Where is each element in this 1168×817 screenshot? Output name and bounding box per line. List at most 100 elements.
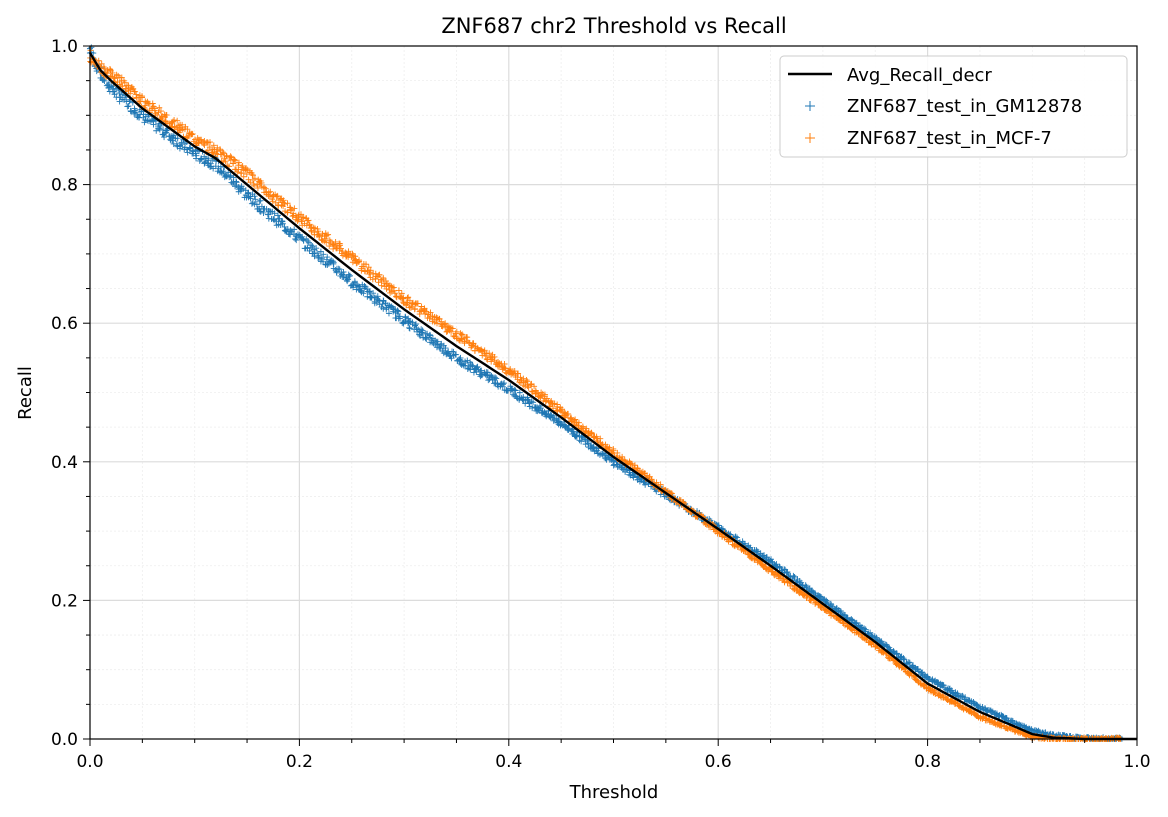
axis-ticks [83, 45, 1138, 746]
data-point [610, 462, 617, 469]
data-point [747, 544, 754, 551]
data-point [157, 108, 164, 115]
data-point [466, 365, 473, 372]
data-point [314, 250, 321, 257]
data-point [100, 76, 107, 83]
data-point [271, 210, 278, 217]
data-point [257, 208, 264, 215]
legend-swatch-mcf7 [805, 133, 815, 143]
data-point [252, 196, 259, 203]
data-point [944, 695, 951, 702]
data-point [419, 329, 426, 336]
data-point [361, 283, 368, 290]
data-point [411, 305, 418, 312]
data-point [244, 166, 251, 173]
data-point [243, 171, 250, 178]
data-point [436, 344, 443, 351]
data-point [183, 146, 190, 153]
data-point [325, 231, 332, 238]
data-point [209, 149, 216, 156]
data-point [424, 330, 431, 337]
data-point [784, 568, 791, 575]
data-point [235, 184, 242, 191]
data-point [329, 258, 336, 265]
data-point [541, 391, 548, 398]
data-point [332, 238, 339, 245]
data-point [985, 716, 992, 723]
data-point [133, 91, 140, 98]
data-point [280, 197, 287, 204]
data-point [823, 597, 830, 604]
data-point [345, 248, 352, 255]
data-point [979, 713, 986, 720]
data-point [352, 256, 359, 263]
data-point [438, 318, 445, 325]
data-point [161, 130, 168, 137]
data-point [222, 158, 229, 165]
data-point [848, 616, 855, 623]
x-tick-label: 0.8 [914, 752, 941, 772]
data-point [474, 363, 481, 370]
data-point [367, 288, 374, 295]
data-point [344, 276, 351, 283]
data-point [767, 556, 774, 563]
legend: Avg_Recall_decr ZNF687_test_in_GM12878 Z… [779, 55, 1128, 158]
data-point [174, 135, 181, 142]
data-point [233, 178, 240, 185]
y-tick-label: 1.0 [51, 37, 78, 57]
data-point [453, 351, 460, 358]
x-tick-label: 0.2 [286, 752, 313, 772]
data-point [511, 368, 518, 375]
data-point [379, 301, 386, 308]
data-point [356, 257, 363, 264]
data-point [972, 701, 979, 708]
data-point [109, 69, 116, 76]
data-point [223, 152, 230, 159]
data-point [101, 65, 108, 72]
data-point [523, 377, 530, 384]
data-point [139, 93, 146, 100]
data-point [163, 112, 170, 119]
data-point [588, 430, 595, 437]
data-point [251, 182, 258, 189]
data-point [227, 172, 234, 179]
data-point [426, 331, 433, 338]
data-point [628, 460, 635, 467]
data-point [370, 290, 377, 297]
data-point [558, 408, 565, 415]
y-tick-label: 0.8 [51, 176, 78, 196]
data-point [406, 318, 413, 325]
data-point [171, 117, 178, 124]
y-tick-labels: 0.0 0.2 0.4 0.6 0.8 1.0 [51, 37, 78, 750]
legend-label-avg-recall: Avg_Recall_decr [847, 65, 992, 86]
data-point [492, 374, 499, 381]
data-point [310, 224, 317, 231]
data-point [254, 185, 261, 192]
data-point [868, 632, 875, 639]
data-point [245, 189, 252, 196]
data-point [367, 267, 374, 274]
data-point [292, 235, 299, 242]
data-point [346, 273, 353, 280]
data-point [210, 142, 217, 149]
data-point [653, 479, 660, 486]
data-point [511, 386, 518, 393]
data-point [433, 314, 440, 321]
legend-swatch-gm12878 [805, 101, 815, 111]
data-point [803, 583, 810, 590]
data-point [189, 130, 196, 137]
x-tick-label: 0.0 [76, 752, 103, 772]
data-point [305, 217, 312, 224]
data-point [360, 290, 367, 297]
data-point [232, 157, 239, 164]
data-point [412, 321, 419, 328]
data-point [256, 208, 263, 215]
y-tick-label: 0.4 [51, 453, 78, 473]
data-point [790, 572, 797, 579]
data-point [334, 243, 341, 250]
y-tick-label: 0.0 [51, 730, 78, 750]
data-point [227, 153, 234, 160]
data-point [429, 339, 436, 346]
data-point [434, 338, 441, 345]
data-point [940, 682, 947, 689]
